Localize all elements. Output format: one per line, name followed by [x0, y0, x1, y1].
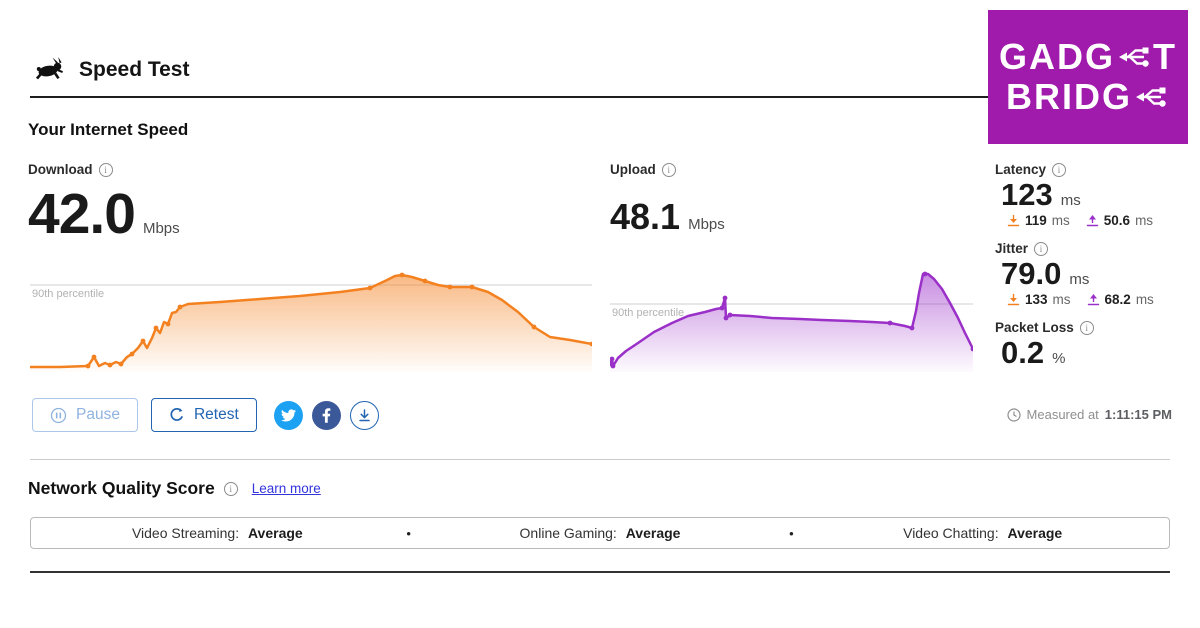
latency-download: 119 ms: [1007, 213, 1070, 228]
separator-dot: •: [789, 525, 794, 541]
metrics-panel: Latency 123 ms 119 ms 50.6 m: [995, 162, 1175, 383]
section-title: Your Internet Speed: [28, 120, 189, 139]
pause-icon: [50, 407, 67, 423]
section-divider: [30, 459, 1170, 460]
upload-value: 48.1: [610, 196, 681, 237]
latency-unit: ms: [1060, 192, 1081, 209]
info-icon[interactable]: [661, 162, 676, 177]
percentile-label: 90th percentile: [32, 288, 105, 300]
rabbit-icon: [35, 57, 63, 80]
measured-time: 1:11:15 PM: [1104, 407, 1172, 422]
video-streaming-score: Video Streaming: Average: [131, 525, 303, 541]
info-icon[interactable]: [223, 481, 238, 496]
packet-loss-unit: %: [1052, 350, 1066, 367]
jitter-label: Jitter: [995, 241, 1029, 256]
info-icon[interactable]: [1079, 320, 1094, 335]
upload-chart: 90th percentile: [610, 263, 973, 372]
page-title: Speed Test: [34, 57, 189, 82]
upload-arrow-icon: [1086, 215, 1098, 227]
jitter-download: 133 ms: [1007, 292, 1071, 307]
twitter-icon: [280, 408, 296, 421]
download-chart: 90th percentile: [30, 270, 592, 372]
info-icon[interactable]: [98, 162, 113, 177]
separator-dot: •: [406, 525, 411, 541]
logo-text-1-suffix: T: [1153, 36, 1177, 77]
toolbar: Pause Retest: [32, 398, 379, 432]
download-label: Download: [28, 162, 93, 177]
download-results-button[interactable]: [349, 400, 379, 430]
brand-logo: GADG T BRIDG: [988, 10, 1188, 144]
jitter-unit: ms: [1069, 271, 1090, 288]
upload-arrow-icon: [1087, 294, 1099, 306]
network-quality-header: Network Quality Score Learn more: [28, 478, 321, 499]
usb-branch-icon: [1136, 87, 1166, 107]
pause-button[interactable]: Pause: [32, 398, 138, 432]
video-chatting-score: Video Chatting: Average: [903, 525, 1063, 541]
download-arrow-icon: [1007, 215, 1020, 227]
percentile-label: 90th percentile: [612, 307, 685, 319]
retest-icon: [170, 408, 183, 421]
learn-more-link[interactable]: Learn more: [251, 481, 321, 496]
info-icon[interactable]: [1052, 162, 1067, 177]
packet-loss-value: 0.2: [1001, 335, 1045, 370]
jitter-upload: 68.2 ms: [1087, 292, 1154, 307]
upload-value-row: 48.1 Mbps: [610, 177, 725, 235]
measured-at: Measured at 1:11:15 PM: [1006, 407, 1172, 422]
latency-label: Latency: [995, 162, 1047, 177]
usb-branch-icon: [1119, 47, 1149, 67]
download-arrow-icon: [1007, 294, 1020, 306]
logo-line-2: BRIDG: [1006, 77, 1170, 117]
download-label-row: Download: [28, 162, 180, 177]
bottom-divider: [30, 571, 1170, 573]
upload-unit: Mbps: [688, 216, 725, 233]
packet-loss-label: Packet Loss: [995, 320, 1074, 335]
online-gaming-score: Online Gaming: Average: [519, 525, 681, 541]
logo-line-1: GADG T: [999, 37, 1177, 77]
share-twitter-button[interactable]: [273, 400, 303, 430]
measured-prefix: Measured at: [1026, 407, 1099, 422]
jitter-metric: Jitter 79.0 ms 133 ms 68.2 m: [995, 241, 1175, 307]
network-quality-scores: Video Streaming: Average • Online Gaming…: [30, 517, 1170, 549]
packet-loss-metric: Packet Loss 0.2 %: [995, 320, 1175, 370]
upload-label: Upload: [610, 162, 656, 177]
download-panel: Download 42.0 Mbps: [28, 162, 180, 243]
download-result-icon: [359, 408, 370, 421]
download-value-row: 42.0 Mbps: [28, 177, 180, 243]
jitter-value: 79.0: [1001, 256, 1062, 291]
latency-value: 123: [1001, 177, 1053, 212]
download-value: 42.0: [28, 182, 136, 246]
header-divider: [30, 96, 1170, 98]
latency-upload: 50.6 ms: [1086, 213, 1153, 228]
info-icon[interactable]: [1034, 241, 1049, 256]
facebook-icon: [322, 407, 331, 423]
upload-label-row: Upload: [610, 162, 725, 177]
share-facebook-button[interactable]: [311, 400, 341, 430]
latency-metric: Latency 123 ms 119 ms 50.6 m: [995, 162, 1175, 228]
logo-text-1: GADG: [999, 36, 1115, 77]
download-unit: Mbps: [142, 220, 180, 237]
retest-button[interactable]: Retest: [150, 398, 257, 432]
app-title-text: Speed Test: [79, 57, 190, 81]
logo-text-2: BRIDG: [1006, 76, 1132, 117]
upload-panel: Upload 48.1 Mbps: [610, 162, 725, 235]
clock-icon: [1006, 407, 1021, 422]
network-quality-title: Network Quality Score: [28, 478, 215, 498]
